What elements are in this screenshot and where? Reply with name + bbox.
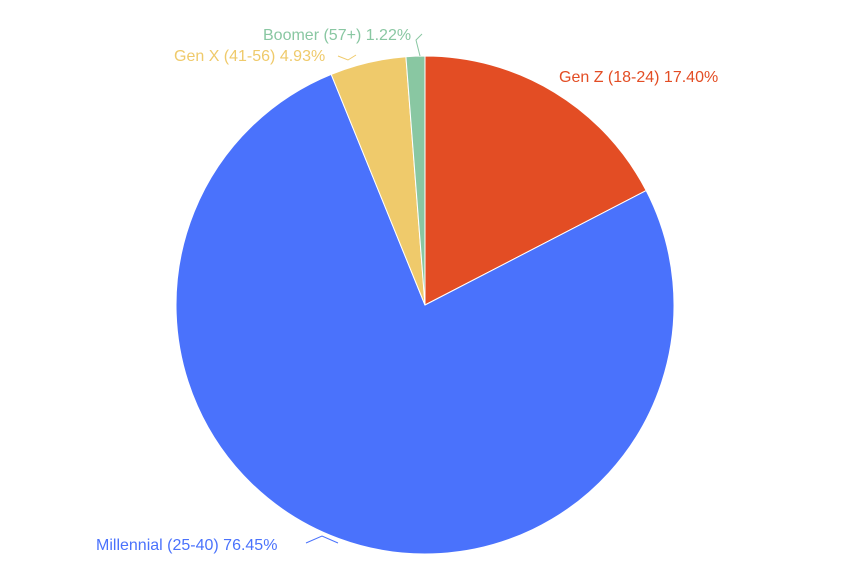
- leader-line-gen-x-41-56: [337, 54, 357, 61]
- pie-slice-millennial-25-40: [175, 73, 675, 555]
- leader-line-millennial-25-40: [305, 535, 339, 544]
- leader-line-boomer-57: [415, 33, 423, 57]
- pie-slice-boomer-57: [405, 55, 426, 306]
- pie-slice-gen-z-18-24: [424, 55, 647, 306]
- slice-label-millennial-25-40: Millennial (25-40) 76.45%: [96, 537, 277, 554]
- slice-label-boomer-57: Boomer (57+) 1.22%: [263, 27, 411, 44]
- slice-label-gen-z-18-24: Gen Z (18-24) 17.40%: [559, 69, 718, 86]
- slice-label-gen-x-41-56: Gen X (41-56) 4.93%: [174, 48, 325, 65]
